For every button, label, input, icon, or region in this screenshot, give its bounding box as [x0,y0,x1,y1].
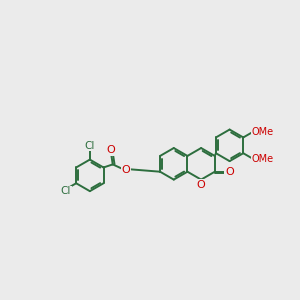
Text: O: O [197,180,206,190]
Text: O: O [106,145,115,155]
Text: O: O [122,165,130,175]
Text: OMe: OMe [252,127,274,137]
Text: OMe: OMe [252,154,274,164]
Text: Cl: Cl [61,186,71,196]
Text: O: O [225,167,234,177]
Text: Cl: Cl [85,141,95,151]
